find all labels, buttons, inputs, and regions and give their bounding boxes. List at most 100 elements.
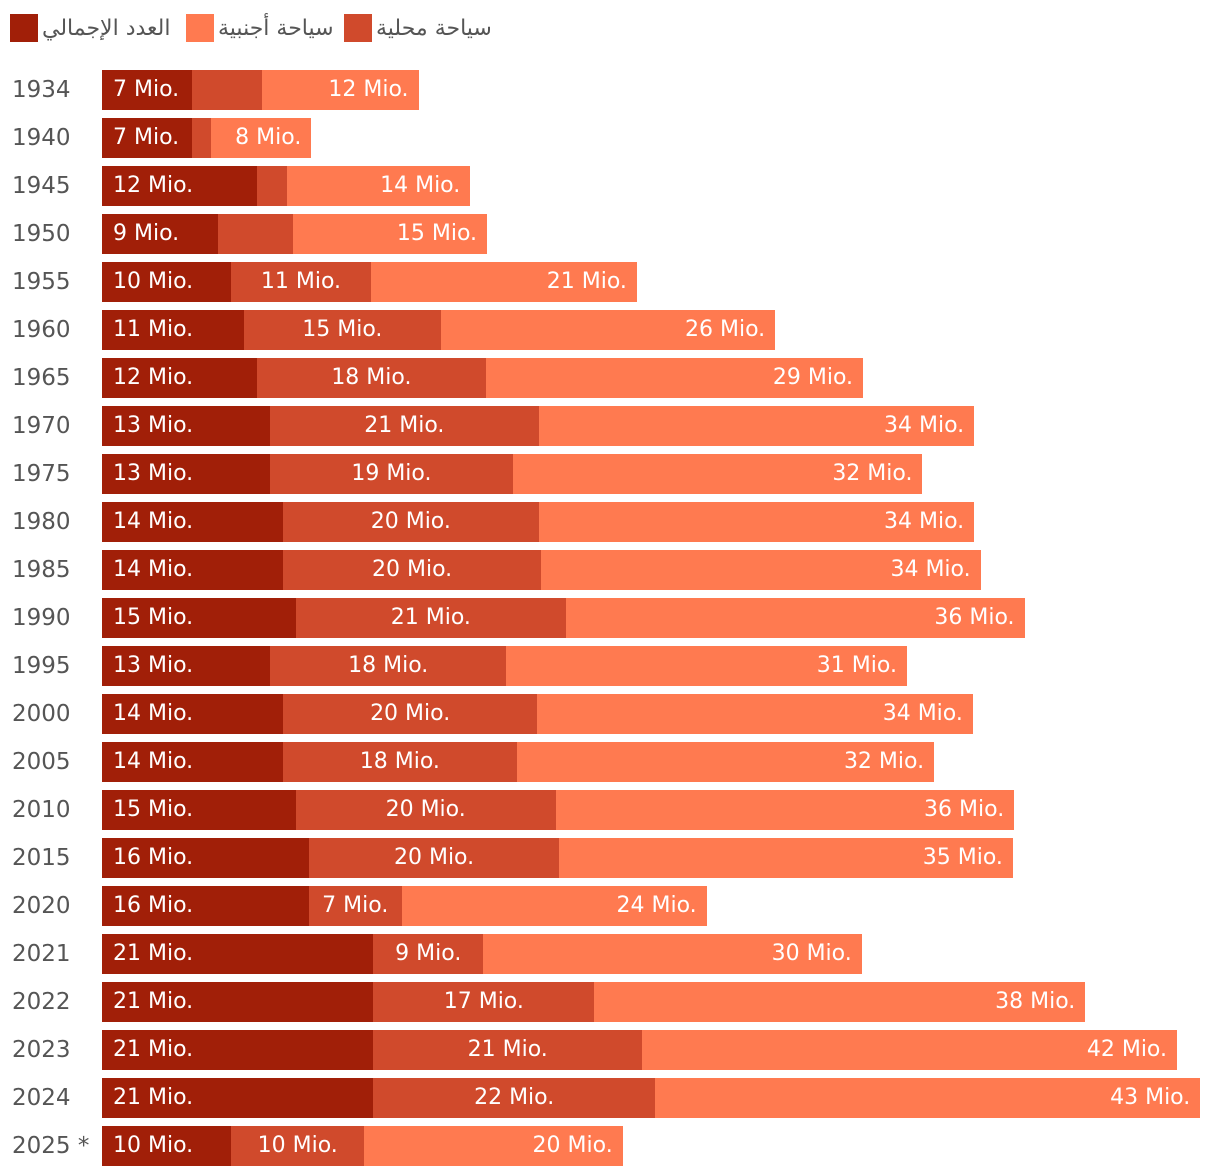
data-label-foreign: 12 Mio. — [328, 77, 409, 102]
data-label-domestic: 18 Mio. — [348, 653, 429, 678]
bar-row: 1980 14 Mio. 20 Mio. 34 Mio. — [0, 502, 1220, 542]
bar-segment-domestic — [373, 1030, 643, 1070]
year-label: 2022 — [12, 989, 71, 1015]
year-label: 1970 — [12, 413, 71, 439]
year-label: 1995 — [12, 653, 71, 679]
bar-segment-total — [102, 1030, 374, 1070]
bar-segment-domestic — [257, 358, 486, 398]
data-label-total: 9 Mio. — [113, 221, 180, 246]
data-label-total: 16 Mio. — [113, 893, 194, 918]
data-label-total: 10 Mio. — [113, 269, 194, 294]
data-label-total: 13 Mio. — [113, 653, 194, 678]
data-label-total: 13 Mio. — [113, 461, 194, 486]
bar-segment-foreign — [559, 838, 1013, 878]
data-label-foreign: 8 Mio. — [235, 125, 302, 150]
data-label-total: 14 Mio. — [113, 749, 194, 774]
bar-row: 2010 15 Mio. 20 Mio. 36 Mio. — [0, 790, 1220, 830]
data-label-foreign: 21 Mio. — [546, 269, 627, 294]
data-label-domestic: 7 Mio. — [322, 893, 389, 918]
data-label-foreign: 34 Mio. — [882, 701, 963, 726]
data-label-total: 13 Mio. — [113, 413, 194, 438]
bar-segment-foreign — [538, 502, 975, 542]
bar-segment-domestic — [308, 886, 402, 926]
bar-segment-total — [102, 406, 270, 446]
data-label-domestic: 11 Mio. — [260, 269, 342, 294]
bar-segment-foreign — [594, 982, 1086, 1022]
bar-segment-foreign — [210, 118, 312, 158]
bar-segment-foreign — [516, 742, 935, 782]
year-label: 2021 — [12, 941, 71, 967]
year-label: 2010 — [12, 797, 71, 823]
year-label: 1965 — [12, 365, 71, 391]
data-label-foreign: 29 Mio. — [772, 365, 854, 390]
bar-segment-domestic — [295, 790, 556, 830]
bar-segment-domestic — [373, 934, 484, 974]
data-label-foreign: 36 Mio. — [934, 605, 1015, 630]
bar-segment-foreign — [286, 166, 471, 206]
bar-segment-domestic — [308, 838, 560, 878]
bar-segment-foreign — [512, 454, 923, 494]
year-label: 2005 — [12, 749, 71, 775]
bar-segment-domestic — [192, 118, 211, 158]
data-label-total: 14 Mio. — [113, 557, 194, 582]
bar-segment-domestic — [282, 550, 542, 590]
bar-row: 2020 16 Mio. 7 Mio. 24 Mio. — [0, 886, 1220, 926]
legend-swatch-foreign — [186, 14, 214, 42]
bar-row: 2025 * 10 Mio. 10 Mio. 20 Mio. — [0, 1126, 1220, 1166]
data-label-total: 14 Mio. — [113, 701, 194, 726]
data-label-domestic: 18 Mio. — [359, 749, 440, 774]
data-label-foreign: 31 Mio. — [816, 653, 897, 678]
data-label-total: 15 Mio. — [113, 605, 194, 630]
data-label-domestic: 21 Mio. — [467, 1037, 548, 1062]
bar-row: 2000 14 Mio. 20 Mio. 34 Mio. — [0, 694, 1220, 734]
bar-row: 1940 7 Mio. 8 Mio. — [0, 118, 1220, 158]
data-label-domestic: 21 Mio. — [364, 413, 445, 438]
data-label-domestic: 20 Mio. — [370, 701, 451, 726]
data-label-domestic: 22 Mio. — [474, 1085, 555, 1110]
bar-row: 2023 21 Mio. 21 Mio. 42 Mio. — [0, 1030, 1220, 1070]
bar-row: 1975 13 Mio. 19 Mio. 32 Mio. — [0, 454, 1220, 494]
bar-segment-domestic — [295, 598, 566, 638]
data-label-total: 7 Mio. — [113, 125, 180, 150]
bar-row: 2005 14 Mio. 18 Mio. 32 Mio. — [0, 742, 1220, 782]
data-label-foreign: 34 Mio. — [890, 557, 971, 582]
bar-segment-total — [102, 742, 283, 782]
bar-segment-total — [102, 982, 374, 1022]
bar-row: 2024 21 Mio. 22 Mio. 43 Mio. — [0, 1078, 1220, 1118]
data-label-total: 14 Mio. — [113, 509, 194, 534]
bar-segment-foreign — [555, 790, 1015, 830]
bar-segment-total — [102, 166, 258, 206]
bar-segment-foreign — [485, 358, 863, 398]
bar-row: 1934 7 Mio. 12 Mio. — [0, 70, 1220, 110]
bar-row: 2015 16 Mio. 20 Mio. 35 Mio. — [0, 838, 1220, 878]
bar-segment-total — [102, 838, 309, 878]
legend-swatch-total — [10, 14, 38, 42]
bar-segment-foreign — [293, 214, 488, 254]
data-label-foreign: 42 Mio. — [1086, 1037, 1167, 1062]
bar-segment-total — [102, 790, 296, 830]
data-label-foreign: 14 Mio. — [380, 173, 461, 198]
bar-segment-domestic — [373, 982, 595, 1022]
data-label-foreign: 32 Mio. — [843, 749, 925, 774]
year-label: 1960 — [12, 317, 71, 343]
data-label-foreign: 30 Mio. — [771, 941, 852, 966]
data-label-total: 12 Mio. — [113, 173, 194, 198]
legend-swatch-domestic — [344, 14, 372, 42]
data-label-total: 11 Mio. — [113, 317, 194, 342]
year-label: 1955 — [12, 269, 71, 295]
data-label-foreign: 20 Mio. — [532, 1133, 613, 1158]
data-label-foreign: 34 Mio. — [883, 509, 965, 534]
bar-segment-total — [102, 454, 270, 494]
data-label-domestic: 20 Mio. — [385, 797, 466, 822]
bar-segment-foreign — [440, 310, 776, 350]
data-label-foreign: 36 Mio. — [924, 797, 1005, 822]
data-label-total: 21 Mio. — [113, 941, 194, 966]
bar-segment-foreign — [506, 646, 907, 686]
data-label-domestic: 20 Mio. — [393, 845, 475, 870]
bar-segment-domestic — [231, 1126, 365, 1166]
bar-row: 1985 14 Mio. 20 Mio. 34 Mio. — [0, 550, 1220, 590]
data-label-domestic: 20 Mio. — [370, 509, 451, 534]
data-label-domestic: 19 Mio. — [351, 461, 432, 486]
year-label: 2025 * — [12, 1133, 90, 1159]
data-label-domestic: 17 Mio. — [443, 989, 524, 1014]
